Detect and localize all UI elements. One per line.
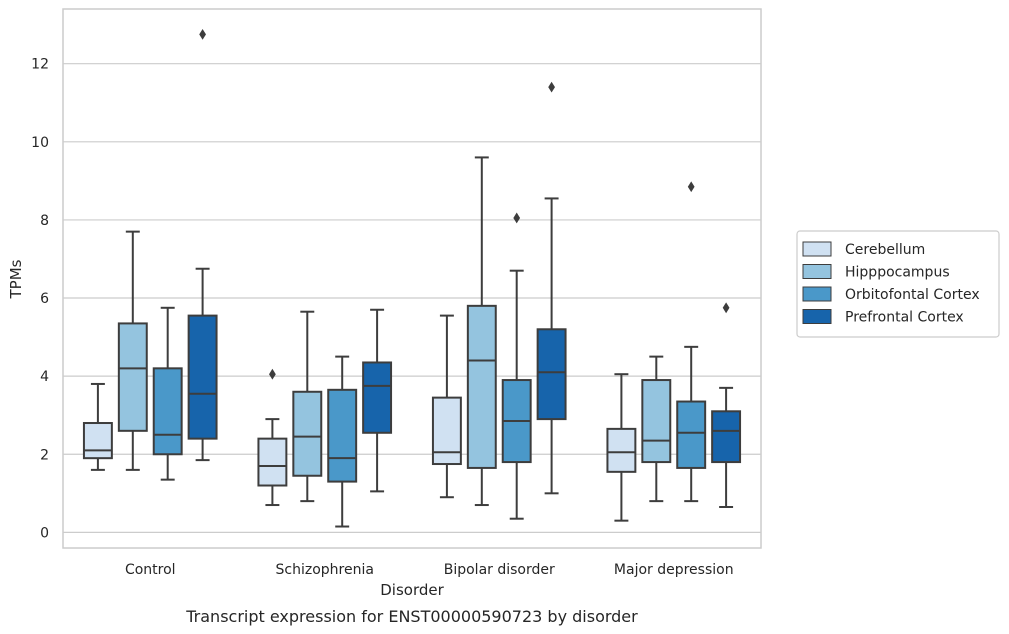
box — [257, 437, 288, 487]
legend-label: Prefrontal Cortex — [845, 310, 964, 326]
y-axis-title: TPMs — [7, 259, 25, 299]
box — [292, 390, 323, 477]
box — [187, 314, 218, 440]
plot-frame — [62, 8, 762, 549]
category-group — [82, 28, 218, 481]
box — [431, 396, 462, 466]
outlier-point — [513, 212, 521, 224]
legend-entry: Orbitofontal Cortex — [802, 286, 980, 303]
legend-entry: Prefrontal Cortex — [802, 309, 964, 326]
chart-caption: Transcript expression for ENST0000059072… — [185, 607, 638, 626]
legend-entry: Hipppocampus — [802, 264, 950, 281]
outlier-point — [687, 181, 695, 193]
y-tick-label: 10 — [31, 135, 49, 151]
legend: Cerebellum Hipppocampus Orbitofontal Corte… — [796, 230, 1000, 338]
x-tick-label: Schizophrenia — [276, 562, 374, 578]
y-tick-label: 2 — [40, 447, 49, 463]
legend-swatch — [802, 241, 832, 257]
box — [606, 427, 637, 473]
box — [327, 388, 358, 483]
category-group — [257, 308, 393, 528]
outlier-point — [269, 368, 276, 380]
box — [536, 328, 567, 421]
x-axis-ticks: Control Schizophrenia Bipolar disorder Majo… — [125, 562, 734, 578]
x-tick-label: Major depression — [614, 562, 734, 578]
box-groups — [82, 28, 742, 528]
y-axis-ticks: 0 2 4 6 8 10 12 — [31, 57, 49, 542]
legend-swatch — [802, 286, 832, 302]
box — [362, 361, 393, 434]
legend-entry: Cerebellum — [802, 241, 925, 258]
box — [641, 379, 672, 464]
y-tick-label: 6 — [40, 291, 49, 307]
x-tick-label: Control — [125, 562, 176, 578]
legend-label: Hipppocampus — [845, 265, 950, 281]
category-group — [606, 181, 742, 522]
legend-label: Cerebellum — [845, 242, 925, 258]
category-group — [431, 81, 567, 520]
y-tick-label: 8 — [40, 213, 49, 229]
x-axis-title: Disorder — [380, 581, 444, 599]
outlier-point — [722, 302, 730, 314]
box — [711, 410, 742, 464]
box — [676, 400, 707, 469]
y-tick-label: 0 — [40, 525, 49, 541]
box — [117, 322, 148, 432]
box — [466, 304, 497, 469]
legend-box — [796, 230, 1000, 338]
legend-swatch — [802, 309, 832, 324]
x-tick-label: Bipolar disorder — [444, 562, 555, 578]
y-tick-label: 4 — [40, 369, 49, 385]
box — [82, 422, 113, 460]
y-tick-label: 12 — [31, 57, 49, 73]
outlier-point — [199, 28, 206, 40]
box — [152, 367, 183, 456]
outlier-point — [548, 81, 555, 93]
legend-swatch — [802, 264, 832, 279]
legend-label: Orbitofontal Cortex — [845, 287, 980, 303]
